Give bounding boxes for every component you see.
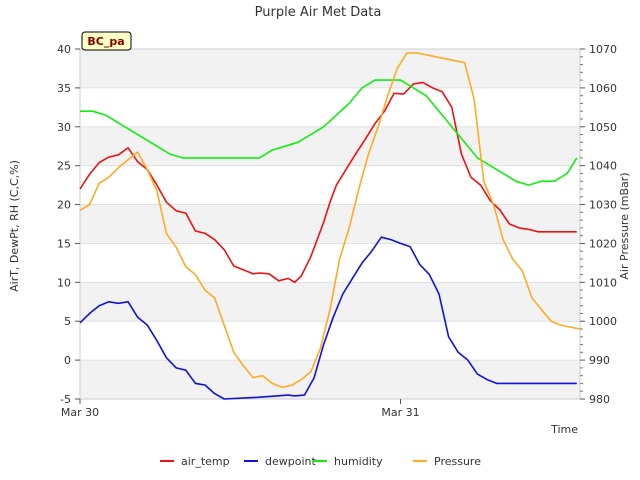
left-tick-label: 25 [57,160,71,173]
right-tick-label: 980 [589,393,610,406]
station-badge-label: BC_pa [87,35,124,48]
grid-band [80,126,580,166]
station-badge-box [81,31,132,51]
left-tick-label: 0 [64,354,71,367]
legend-label: dewpoint [265,455,316,468]
station-badge: BC_pa [81,31,132,51]
plot-area-border [79,48,581,400]
legend-label: Pressure [434,455,481,468]
right-tick-label: 1030 [589,199,617,212]
legend: air_temp dewpoint humidity Pressure [160,455,481,468]
right-y-axis: 980 990 1000 1010 1020 1030 1040 1050 1060 1070 [580,43,617,406]
series-line-pressure [79,52,581,389]
grid-band [80,360,580,399]
left-tick-label: 15 [57,237,71,250]
left-y-axis: -5 0 5 10 15 20 25 30 35 40 [57,43,80,406]
right-tick-label: 1010 [589,276,617,289]
x-tick-label: Mar 30 [61,406,99,419]
left-tick-label: 35 [57,82,71,95]
x-tick-label: Mar 31 [381,406,419,419]
right-tick-label: 1020 [589,237,617,250]
series-line-dewpoint [79,236,577,400]
right-tick-label: 990 [589,354,610,367]
right-y-axis-label: Air Pressure (mBar) [618,172,631,279]
right-tick-label: 1000 [589,315,617,328]
legend-label: humidity [334,455,383,468]
right-tick-label: 1050 [589,121,617,134]
right-tick-label: 1070 [589,43,617,56]
chart-title: Purple Air Met Data [255,5,382,20]
x-axis-label: Time [550,423,578,436]
series-line-air-temp [79,81,577,284]
x-axis: Mar 30 Mar 31 [61,399,420,419]
left-tick-label: 5 [64,315,71,328]
series-lines [79,52,581,400]
grid-band [80,204,580,244]
left-tick-label: 40 [57,43,71,56]
grid-band [80,282,580,322]
left-tick-label: 30 [57,121,71,134]
grid-band [80,49,580,88]
right-tick-label: 1040 [589,160,617,173]
legend-label: air_temp [181,455,230,468]
series-line-humidity [80,79,578,186]
left-tick-label: -5 [60,393,71,406]
left-y-axis-label: AirT, DewPt, RH (C,C,%) [8,160,21,292]
left-tick-label: 10 [57,276,71,289]
grid-bands [80,48,580,400]
left-tick-label: 20 [57,199,71,212]
right-tick-label: 1060 [589,82,617,95]
